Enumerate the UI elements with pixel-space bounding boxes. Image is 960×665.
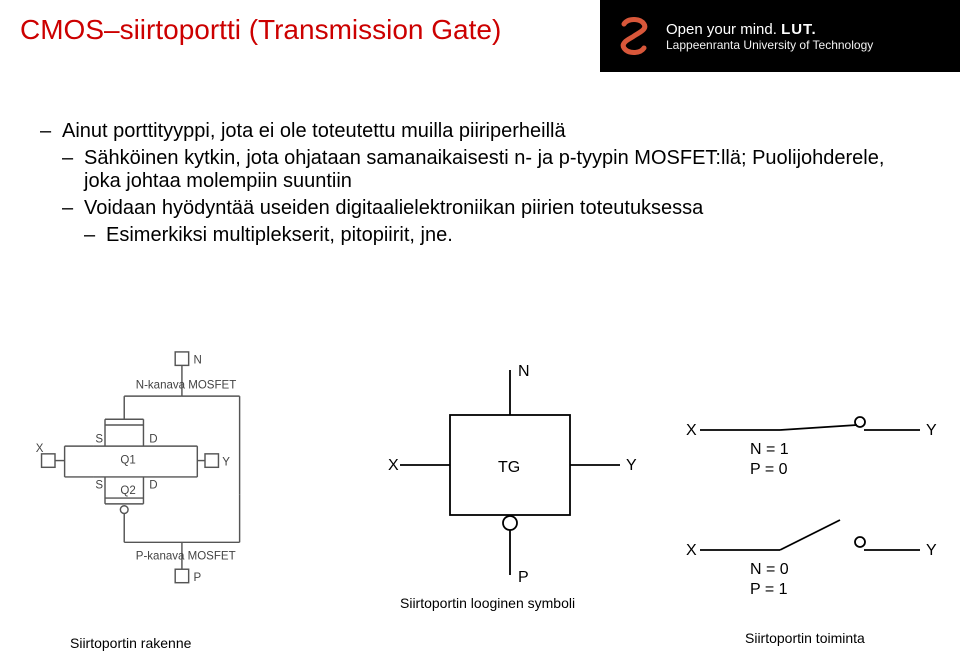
logo-line1-bold: LUT. (781, 21, 817, 38)
label-d1: D (149, 433, 157, 445)
caption-right: Siirtoportin toiminta (745, 630, 865, 646)
logo-text: Open your mind. LUT. Lappeenranta Univer… (666, 21, 873, 52)
label-pchannel: P-kanava MOSFET (136, 551, 236, 563)
caption-left: Siirtoportin rakenne (70, 635, 191, 651)
lut-logo-icon (614, 16, 654, 56)
circuit-diagram: N N-kanava MOSFET S D Q1 X Y Q2 S D P-ka… (30, 350, 330, 603)
label-d2: D (149, 479, 157, 491)
label-y: Y (222, 456, 230, 468)
switch-diagrams: X Y N = 1 P = 0 X Y N = 0 P = 1 (680, 400, 940, 600)
r-eq1a: N = 1 (750, 441, 789, 458)
bullet-3a: Esimerkiksi multiplekserit, pitopiirit, … (84, 224, 920, 247)
mid-n: N (518, 363, 530, 380)
r-x1: X (686, 422, 697, 439)
bullet-2: Sähköinen kytkin, jota ohjataan samanaik… (62, 147, 920, 193)
label-n: N (193, 354, 201, 366)
r-x2: X (686, 542, 697, 559)
mid-tg: TG (498, 459, 520, 476)
bullet-3: Voidaan hyödyntää useiden digitaalielekt… (62, 197, 920, 247)
r-eq2b: P = 1 (750, 581, 788, 598)
mid-p: P (518, 569, 529, 586)
label-nchannel: N-kanava MOSFET (136, 379, 236, 391)
label-q1: Q1 (120, 454, 135, 466)
bullet-3-text: Voidaan hyödyntää useiden digitaalielekt… (84, 197, 703, 219)
mid-y: Y (626, 457, 637, 474)
bullet-1: Ainut porttityyppi, jota ei ole toteutet… (40, 120, 920, 247)
bullet-list: Ainut porttityyppi, jota ei ole toteutet… (40, 120, 920, 251)
bullet-1-text: Ainut porttityyppi, jota ei ole toteutet… (62, 120, 566, 142)
r-eq1b: P = 0 (750, 461, 788, 478)
logo-line2: Lappeenranta University of Technology (666, 38, 873, 52)
r-eq2a: N = 0 (750, 561, 789, 578)
label-p: P (193, 572, 201, 584)
label-s2: S (95, 479, 103, 491)
label-x: X (36, 443, 44, 455)
tg-symbol: N X Y TG P (370, 360, 650, 590)
page-title: CMOS–siirtoportti (Transmission Gate) (20, 12, 520, 47)
logo-block: Open your mind. LUT. Lappeenranta Univer… (600, 0, 960, 72)
bullet-3a-text: Esimerkiksi multiplekserit, pitopiirit, … (106, 224, 453, 246)
mid-x: X (388, 457, 399, 474)
label-q2: Q2 (120, 485, 135, 497)
r-y1: Y (926, 422, 937, 439)
r-y2: Y (926, 542, 937, 559)
bullet-2-text: Sähköinen kytkin, jota ohjataan samanaik… (84, 147, 884, 192)
label-s1: S (95, 433, 103, 445)
logo-line1-plain: Open your mind. (666, 21, 781, 38)
caption-mid: Siirtoportin looginen symboli (400, 595, 575, 611)
